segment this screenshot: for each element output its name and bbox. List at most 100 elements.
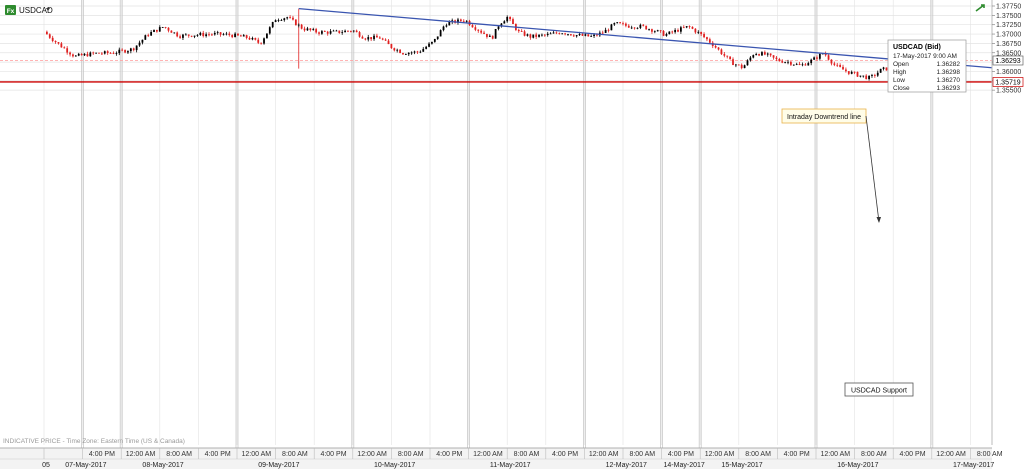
candle-body xyxy=(445,25,448,27)
candle-body xyxy=(807,63,810,66)
x-tick-label: 8:00 AM xyxy=(166,451,192,458)
candle-body xyxy=(277,20,280,21)
expand-arrow-icon[interactable] xyxy=(975,4,985,12)
candle-body xyxy=(604,29,607,33)
x-tick-label: 4:00 PM xyxy=(552,451,578,458)
candle-body xyxy=(95,52,98,54)
candle-body xyxy=(706,37,708,40)
ohlc-datetime: 17-May-2017 9:00 AM xyxy=(893,53,957,60)
candle-body xyxy=(549,33,552,35)
candle-body xyxy=(572,35,575,37)
candle-body xyxy=(335,30,338,32)
candle-body xyxy=(112,53,115,54)
candle-body xyxy=(205,34,208,37)
candle-body xyxy=(74,55,77,57)
trendline-annotation-arrow xyxy=(865,115,880,223)
candle-body xyxy=(526,34,529,36)
candle-body xyxy=(546,33,549,36)
candle-body xyxy=(121,49,124,51)
candle-body xyxy=(225,33,228,35)
indicative-price-note: INDICATIVE PRICE - Time Zone: Eastern Ti… xyxy=(3,438,185,445)
trendline-annotation[interactable]: Intraday Downtrend line xyxy=(781,108,881,223)
x-day-label: 11-May-2017 xyxy=(490,462,531,469)
candle-body xyxy=(399,49,401,54)
candle-body xyxy=(239,35,242,37)
candle-body xyxy=(651,29,653,32)
candle-body xyxy=(593,34,595,37)
candle-body xyxy=(202,32,205,37)
candle-body xyxy=(300,24,303,29)
candle-body xyxy=(633,27,636,29)
intraday-downtrend-line[interactable] xyxy=(298,7,993,69)
ohlc-title: USDCAD (Bid) xyxy=(893,44,941,51)
candle-body xyxy=(396,49,399,51)
candle-body xyxy=(584,34,587,36)
candle-body xyxy=(329,31,332,34)
x-day-label: 10-May-2017 xyxy=(374,462,415,469)
candle-body xyxy=(170,30,173,33)
candle-body xyxy=(697,31,700,33)
candle-body xyxy=(816,57,818,59)
candle-body xyxy=(763,52,766,55)
candle-body xyxy=(176,32,179,37)
trendline-annotation-label: Intraday Downtrend line xyxy=(787,114,861,121)
candle-body xyxy=(263,38,265,44)
candle-body xyxy=(179,36,181,38)
candle-body xyxy=(260,42,263,44)
candle-body xyxy=(520,31,523,32)
candle-body xyxy=(842,66,844,70)
candle-body xyxy=(344,30,346,33)
candle-body xyxy=(541,34,543,36)
candle-body xyxy=(373,35,375,40)
candle-body xyxy=(60,43,63,48)
ohlc-open-value: 1.36282 xyxy=(937,61,961,68)
chart-header[interactable]: Fx USDCAD xyxy=(5,5,53,15)
candle-body xyxy=(827,55,830,60)
ohlc-high-label: High xyxy=(893,69,907,76)
candle-body xyxy=(474,27,477,30)
candle-body xyxy=(103,51,106,54)
x-day-label: 17-May-2017 xyxy=(953,462,994,469)
candle-body xyxy=(677,29,679,32)
candle-body xyxy=(656,30,659,32)
candle-body xyxy=(167,27,170,31)
candle-body xyxy=(503,21,506,24)
x-tick-label: 4:00 PM xyxy=(205,451,231,458)
candle-body xyxy=(161,27,164,28)
candle-body xyxy=(535,34,538,37)
candle-body xyxy=(766,53,769,55)
candle-body xyxy=(714,45,717,48)
candle-body xyxy=(271,22,274,28)
candle-body xyxy=(109,52,112,54)
candle-body xyxy=(810,59,813,64)
candle-body xyxy=(587,34,590,37)
candle-body xyxy=(410,52,413,54)
candle-body xyxy=(45,31,48,35)
y-tick-label: 1.37500 xyxy=(996,13,1021,20)
candle-body xyxy=(662,30,665,36)
candle-body xyxy=(746,60,749,66)
candle-body xyxy=(752,55,755,58)
candle-body xyxy=(480,30,483,33)
y-tick-label: 1.37750 xyxy=(996,4,1021,11)
candle-body xyxy=(639,24,642,28)
candle-body xyxy=(735,64,737,66)
candle-body xyxy=(413,51,416,53)
candle-body xyxy=(63,47,66,49)
support-annotation[interactable]: USDCAD Support xyxy=(844,382,914,397)
fx-badge-icon xyxy=(5,5,16,15)
candle-body xyxy=(856,72,859,77)
candle-body xyxy=(694,28,697,33)
candle-body xyxy=(306,28,309,31)
ohlc-close-label: Close xyxy=(893,85,910,92)
candle-body xyxy=(859,75,862,77)
candle-body xyxy=(433,38,436,42)
candle-body xyxy=(237,33,239,36)
candle-body xyxy=(173,32,176,34)
candle-body xyxy=(51,37,54,41)
y-tick-label: 1.37250 xyxy=(996,22,1021,29)
candle-body xyxy=(72,54,74,57)
symbol-dropdown-chevron-down-icon[interactable] xyxy=(46,8,50,11)
candle-body xyxy=(318,32,320,34)
candle-body xyxy=(845,69,847,72)
